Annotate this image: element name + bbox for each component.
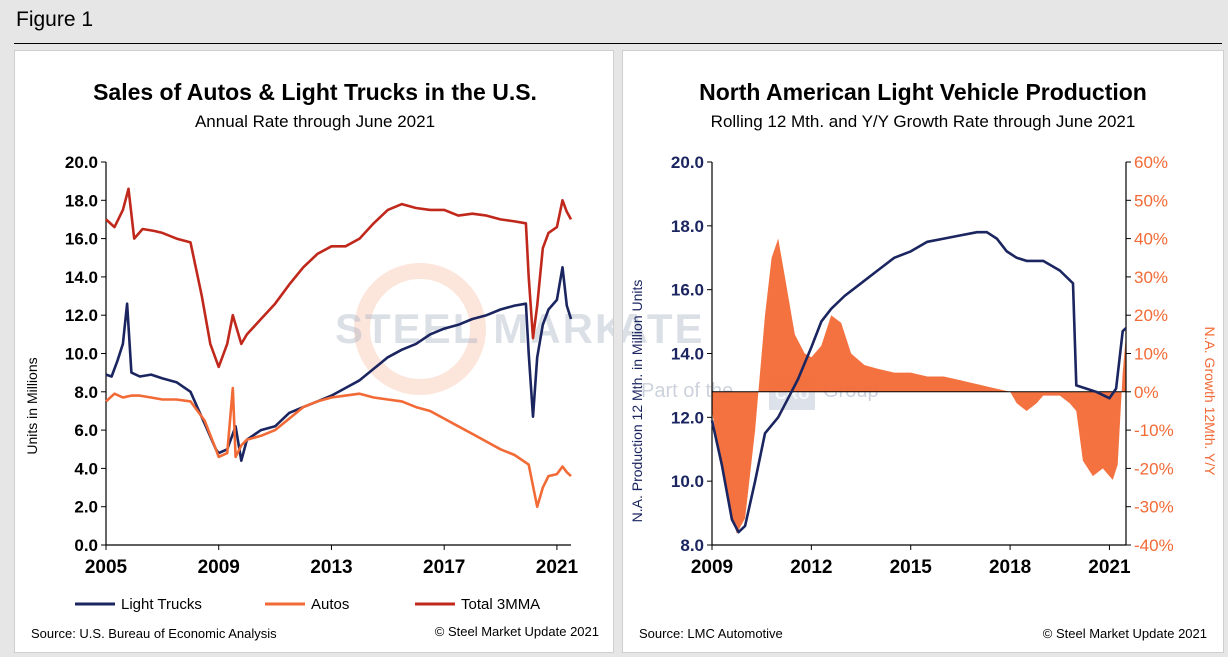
y-tick-label: 16.0 xyxy=(671,281,704,300)
y-tick-label: 18.0 xyxy=(65,191,98,210)
y2-tick-label: -40% xyxy=(1134,536,1174,555)
chart-subtitle: Annual Rate through June 2021 xyxy=(195,112,435,131)
series-line-autos xyxy=(105,386,572,509)
right-chart-panel: North American Light Vehicle Production … xyxy=(622,50,1224,653)
series-line-light-trucks xyxy=(105,266,573,463)
y-tick-label: 4.0 xyxy=(74,459,98,478)
y-tick-label: 10.0 xyxy=(65,345,98,364)
y-tick-label: 20.0 xyxy=(671,153,704,172)
source-note: Source: LMC Automotive xyxy=(639,626,783,641)
plot-area: 8.0 10.0 12.0 14.0 16.0 18.0 20.0 -40% -30% -20% -… xyxy=(671,153,1174,578)
y-tick-label: 14.0 xyxy=(65,268,98,287)
watermark-brand: STEEL MARKET xyxy=(335,305,613,352)
plot-area: 0.0 2.0 4.0 6.0 8.0 10.0 12.0 14.0 16.0 18.0 20.0 2… xyxy=(65,153,579,578)
y-tick-label: 8.0 xyxy=(74,383,98,402)
series-area-growth xyxy=(712,238,1126,534)
copyright-note: © Steel Market Update 2021 xyxy=(1043,626,1207,641)
x-tick-label: 2015 xyxy=(890,557,933,578)
y-tick-label: 10.0 xyxy=(671,472,704,491)
x-tick-label: 2012 xyxy=(790,557,832,578)
chart-title: North American Light Vehicle Production xyxy=(699,79,1147,105)
y-tick-label: 6.0 xyxy=(74,421,98,440)
y2-tick-label: -20% xyxy=(1134,459,1174,478)
production-chart: North American Light Vehicle Production … xyxy=(623,79,1218,641)
y-tick-label: 8.0 xyxy=(680,536,704,555)
y2-tick-label: 60% xyxy=(1134,153,1168,172)
watermark-brand: UPDATE xyxy=(623,305,705,352)
y-axis-label: N.A. Production 12 Mth. in Million Units xyxy=(629,280,645,523)
figure-label: Figure 1 xyxy=(16,8,94,31)
x-tick-label: 2013 xyxy=(310,557,352,578)
series-line-production xyxy=(710,230,1127,534)
x-tick-label: 2018 xyxy=(989,557,1031,578)
watermark: STEEL MARKET UPDATE xyxy=(335,263,613,395)
x-tick-label: 2005 xyxy=(85,557,128,578)
y2-axis-label: N.A. Growth 12Mth. Y/Y xyxy=(1202,326,1218,476)
y2-tick-label: 0% xyxy=(1134,383,1159,402)
y2-tick-label: 20% xyxy=(1134,306,1168,325)
x-tick-label: 2021 xyxy=(1088,557,1131,578)
x-tick-label: 2009 xyxy=(198,557,240,578)
y2-tick-label: -10% xyxy=(1134,421,1174,440)
copyright-note: © Steel Market Update 2021 xyxy=(435,624,599,639)
legend: Light Trucks Autos Total 3MMA xyxy=(75,596,540,613)
legend-label: Total 3MMA xyxy=(461,596,540,613)
y-tick-label: 12.0 xyxy=(671,408,704,427)
y2-tick-label: 30% xyxy=(1134,268,1168,287)
left-chart-panel: Sales of Autos & Light Trucks in the U.S… xyxy=(14,50,614,653)
y2-tick-label: 40% xyxy=(1134,230,1168,249)
x-tick-label: 2021 xyxy=(536,557,579,578)
sales-chart: Sales of Autos & Light Trucks in the U.S… xyxy=(24,79,613,641)
y-axis-label: Units in Millions xyxy=(24,357,40,454)
y-tick-label: 18.0 xyxy=(671,217,704,236)
series-line-total-3mma xyxy=(105,187,573,369)
watermark-swoosh xyxy=(354,263,486,395)
y-tick-label: 2.0 xyxy=(74,498,98,517)
x-tick-label: 2017 xyxy=(423,557,465,578)
legend-label: Light Trucks xyxy=(121,596,202,613)
chart-title: Sales of Autos & Light Trucks in the U.S… xyxy=(93,79,537,105)
y2-tick-label: 10% xyxy=(1134,345,1168,364)
y-tick-label: 14.0 xyxy=(671,345,704,364)
chart-subtitle: Rolling 12 Mth. and Y/Y Growth Rate thro… xyxy=(711,112,1136,131)
x-tick-label: 2009 xyxy=(691,557,733,578)
y2-tick-label: -30% xyxy=(1134,498,1174,517)
y-tick-label: 20.0 xyxy=(65,153,98,172)
y-tick-label: 0.0 xyxy=(74,536,98,555)
legend-label: Autos xyxy=(311,596,349,613)
y2-tick-label: 50% xyxy=(1134,191,1168,210)
y-tick-label: 16.0 xyxy=(65,230,98,249)
source-note: Source: U.S. Bureau of Economic Analysis xyxy=(31,626,277,641)
watermark-tagline: Part of the xyxy=(641,380,733,402)
figure-divider xyxy=(14,43,1222,44)
y-tick-label: 12.0 xyxy=(65,306,98,325)
